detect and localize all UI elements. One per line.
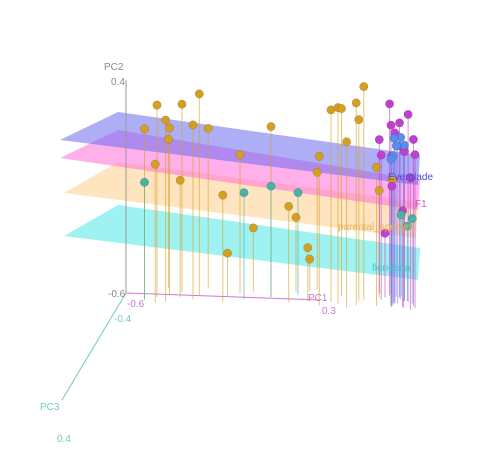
pc3-axis-line	[61, 292, 127, 401]
data-point[interactable]	[175, 175, 185, 185]
pc2-tick-bottom: -0.6	[108, 289, 126, 300]
data-point[interactable]	[385, 99, 395, 109]
data-point[interactable]	[248, 223, 258, 233]
data-point[interactable]	[396, 210, 406, 220]
data-point[interactable]	[194, 89, 204, 99]
data-point[interactable]	[223, 248, 232, 258]
data-point[interactable]	[312, 167, 322, 177]
data-point[interactable]	[351, 98, 361, 108]
data-point[interactable]	[359, 82, 369, 92]
plane-parental-species	[64, 162, 418, 238]
data-point[interactable]	[150, 159, 160, 169]
pc1-tick-left: -0.6	[127, 299, 145, 310]
data-point[interactable]	[410, 150, 420, 160]
drop-lines	[144, 86, 416, 310]
data-point[interactable]	[140, 124, 149, 134]
pc2-tick-top: 0.4	[111, 77, 125, 88]
data-point[interactable]	[408, 135, 418, 144]
data-point[interactable]	[399, 140, 409, 150]
data-point[interactable]	[218, 190, 228, 200]
data-point[interactable]	[235, 150, 245, 160]
data-point[interactable]	[161, 115, 171, 125]
data-point[interactable]	[386, 120, 396, 130]
data-point[interactable]	[387, 181, 397, 191]
pc3-axis-title: PC3	[40, 402, 60, 413]
plane-label-floridana: floridana	[372, 263, 411, 274]
data-point[interactable]	[374, 186, 384, 195]
data-point[interactable]	[152, 100, 162, 110]
points-group	[140, 82, 420, 264]
data-point[interactable]	[303, 243, 313, 253]
data-point[interactable]	[386, 154, 396, 164]
data-point[interactable]	[266, 122, 276, 132]
data-point[interactable]	[188, 120, 198, 130]
pc3-tick-far: 0.4	[57, 434, 71, 445]
data-point[interactable]	[380, 228, 390, 238]
plane-label-f1: F1	[415, 199, 427, 210]
data-point[interactable]	[402, 221, 412, 231]
data-point[interactable]	[354, 115, 364, 125]
data-point[interactable]	[239, 188, 249, 198]
data-point[interactable]	[314, 151, 324, 161]
data-point[interactable]	[140, 177, 149, 187]
data-point[interactable]	[163, 134, 173, 144]
data-point[interactable]	[403, 110, 413, 119]
data-point[interactable]	[372, 162, 381, 172]
data-point[interactable]	[337, 104, 346, 114]
data-point[interactable]	[395, 118, 404, 128]
pc1-tick-right: 0.3	[322, 306, 336, 317]
data-point[interactable]	[391, 141, 401, 151]
pc1-axis-title: PC1	[308, 293, 328, 304]
data-point[interactable]	[284, 201, 294, 211]
data-point[interactable]	[177, 99, 187, 109]
pc2-axis-title: PC2	[104, 62, 124, 73]
data-point[interactable]	[305, 254, 315, 264]
plane-label-parental-species: parental_species	[338, 222, 414, 233]
plane-label-everglade: Everglade	[388, 172, 433, 183]
data-point[interactable]	[374, 135, 384, 145]
data-point[interactable]	[266, 181, 276, 191]
pc3-tick-near: -0.4	[114, 314, 132, 325]
data-point[interactable]	[407, 214, 417, 224]
data-point[interactable]	[376, 150, 386, 160]
data-point[interactable]	[165, 123, 174, 133]
data-point[interactable]	[203, 123, 213, 133]
data-point[interactable]	[293, 188, 303, 198]
data-point[interactable]	[342, 137, 352, 147]
data-point[interactable]	[291, 212, 301, 222]
plane-everglade	[60, 112, 420, 185]
data-point[interactable]	[389, 133, 399, 143]
data-point[interactable]	[405, 173, 415, 183]
